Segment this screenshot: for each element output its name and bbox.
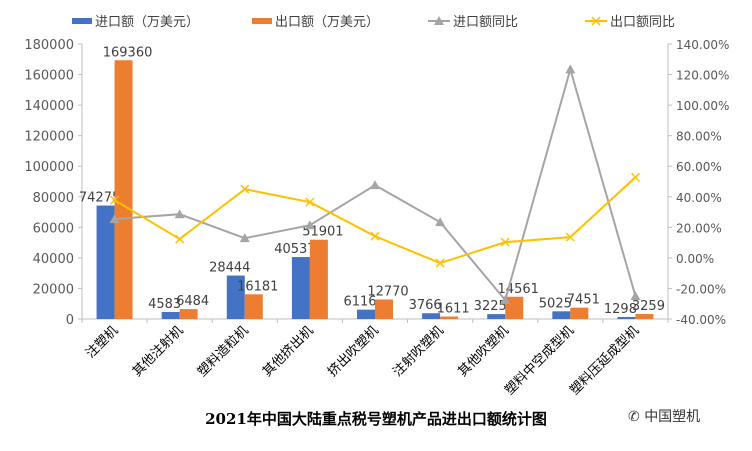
export-yoy-marker xyxy=(630,172,640,182)
import-data-label: 3766 xyxy=(409,298,442,313)
export-yoy-marker xyxy=(435,258,445,268)
right-tick-label: -20.00% xyxy=(676,282,726,296)
category-label: 其他注射机 xyxy=(129,323,186,380)
export-data-label: 7451 xyxy=(567,293,600,308)
left-tick-label: 120000 xyxy=(24,130,74,145)
left-tick-label: 40000 xyxy=(33,252,74,267)
export-data-label: 3259 xyxy=(632,299,665,314)
category-label: 塑料压延成型机 xyxy=(567,323,642,398)
import-bar xyxy=(487,314,506,319)
right-tick-label: 120.00% xyxy=(676,69,729,83)
right-tick-label: 60.00% xyxy=(676,160,722,174)
legend-label: 出口额同比 xyxy=(610,15,675,30)
export-bar xyxy=(635,314,654,319)
export-bar xyxy=(570,307,589,319)
watermark: ✆ 中国塑机 xyxy=(628,409,701,425)
import-yoy-marker xyxy=(435,217,446,227)
legend-marker-x-icon xyxy=(591,16,601,26)
import-bar xyxy=(357,309,375,319)
export-yoy-marker xyxy=(240,184,250,194)
right-tick-label: 140.00% xyxy=(676,38,729,52)
import-yoy-marker xyxy=(565,64,576,74)
export-data-label: 12770 xyxy=(367,284,408,299)
export-bar xyxy=(244,294,263,319)
export-yoy-marker xyxy=(370,231,380,241)
right-tick-label: 80.00% xyxy=(676,130,722,144)
export-data-label: 1611 xyxy=(437,302,470,317)
export-yoy-marker xyxy=(110,195,120,205)
import-data-label: 40537 xyxy=(274,242,315,257)
export-yoy-marker xyxy=(565,232,575,242)
left-tick-label: 160000 xyxy=(24,69,74,84)
chart-title: 2021年中国大陆重点税号塑机产品进出口额统计图 xyxy=(205,410,547,428)
category-label: 注射吹塑机 xyxy=(390,323,447,380)
right-tick-label: 40.00% xyxy=(676,191,722,205)
left-tick-label: 140000 xyxy=(24,99,74,114)
export-yoy-line xyxy=(114,176,637,265)
category-label: 其他挤出机 xyxy=(260,323,317,380)
export-yoy-marker xyxy=(175,234,185,244)
category-label: 塑料中空成型机 xyxy=(502,323,577,398)
import-bar xyxy=(617,317,636,319)
category-label: 挤出吹塑机 xyxy=(325,323,382,380)
left-tick-label: 60000 xyxy=(33,221,74,236)
export-bar xyxy=(375,299,393,319)
import-bar xyxy=(96,205,115,319)
import-yoy-marker xyxy=(239,233,250,243)
export-data-label: 14561 xyxy=(498,282,539,297)
export-data-label: 6484 xyxy=(176,294,209,309)
legend-label: 进口额同比 xyxy=(453,15,518,30)
import-yoy-marker xyxy=(304,220,315,230)
import-data-label: 1298 xyxy=(604,302,637,317)
import-bar xyxy=(422,313,441,319)
import-data-label: 6116 xyxy=(343,295,376,310)
legend-label: 进口额（万美元） xyxy=(95,15,199,30)
export-bar xyxy=(179,309,198,319)
import-data-label: 74275 xyxy=(79,191,120,206)
export-yoy-marker xyxy=(500,237,510,247)
export-bar xyxy=(440,316,459,319)
export-yoy-marker xyxy=(305,197,315,207)
left-tick-label: 180000 xyxy=(24,38,74,53)
legend-label: 出口额（万美元） xyxy=(275,15,379,30)
right-tick-label: 20.00% xyxy=(676,221,722,235)
import-bar xyxy=(226,275,245,319)
left-tick-label: 100000 xyxy=(24,160,74,175)
left-tick-label: 20000 xyxy=(33,282,74,297)
import-bar xyxy=(291,257,310,319)
left-tick-label: 80000 xyxy=(33,191,74,206)
import-yoy-marker xyxy=(109,214,120,224)
legend-swatch xyxy=(252,18,272,24)
import-bar xyxy=(161,311,180,319)
import-data-label: 5025 xyxy=(539,296,572,311)
category-label: 塑料造粒机 xyxy=(195,323,252,380)
category-label: 其他吹塑机 xyxy=(455,323,512,380)
import-yoy-marker xyxy=(370,180,380,190)
right-tick-label: 0.00% xyxy=(676,252,714,266)
export-data-label: 169360 xyxy=(103,45,153,60)
import-yoy-marker xyxy=(500,295,511,305)
category-label: 注塑机 xyxy=(83,323,121,361)
export-bar xyxy=(309,239,328,319)
export-data-label: 16181 xyxy=(237,279,278,294)
right-tick-label: -40.00% xyxy=(676,313,726,327)
import-yoy-marker xyxy=(174,209,185,219)
export-bar xyxy=(114,60,133,319)
import-bar xyxy=(552,311,571,319)
legend-marker-triangle-icon xyxy=(434,16,444,25)
export-bar xyxy=(505,296,524,319)
left-tick-label: 0 xyxy=(66,313,74,328)
import-data-label: 4583 xyxy=(148,297,181,312)
import-data-label: 3225 xyxy=(474,299,507,314)
legend-swatch xyxy=(72,18,92,24)
right-tick-label: 100.00% xyxy=(676,99,729,113)
import-data-label: 28444 xyxy=(209,261,250,276)
import-yoy-marker xyxy=(630,291,641,301)
